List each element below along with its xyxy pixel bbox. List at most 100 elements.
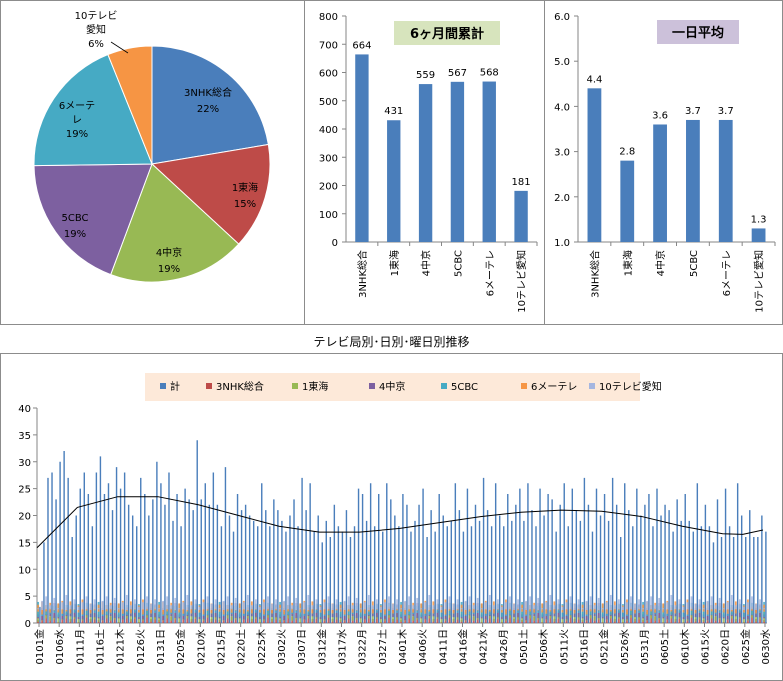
- total-bar: [664, 504, 666, 623]
- station-bar: [69, 605, 72, 610]
- total-bar: [236, 494, 239, 623]
- total-bar: [365, 520, 368, 623]
- station-bar: [238, 608, 241, 610]
- station-bar: [545, 602, 548, 610]
- total-bar: [583, 477, 586, 623]
- station-bar: [117, 608, 120, 610]
- station-bar: [408, 596, 411, 610]
- bar: [751, 228, 766, 242]
- total-bar: [716, 499, 719, 623]
- bar-value-label: 3.6: [652, 110, 668, 121]
- total-bar: [644, 504, 646, 623]
- total-bar: [144, 494, 146, 623]
- station-bar: [186, 594, 189, 611]
- total-bar: [757, 537, 759, 623]
- station-bar: [448, 596, 451, 610]
- y-tick-label: 15: [18, 538, 31, 549]
- station-bar: [178, 608, 181, 610]
- station-bar: [747, 602, 749, 610]
- total-bar: [749, 510, 751, 623]
- total-bar: [321, 542, 323, 623]
- total-bar: [329, 537, 332, 623]
- station-bar: [670, 594, 673, 611]
- average-bar-chart: 1.0 2.0 3.0 4.0 5.0 6.0 4.4 3NHK総合 2.8 1東海 3.6 4中京 3…: [554, 12, 776, 313]
- total-bar: [156, 461, 158, 623]
- station-bar: [634, 603, 636, 611]
- total-bar: [434, 531, 436, 623]
- x-tick-label: 0121木: [115, 629, 127, 664]
- legend-label: 6メーテレ: [531, 382, 577, 393]
- pie-chart-panel: 3NHK総合 22% 1東海 15% 4中京 19% 5CBC 19% 6メーテレ 19% 10テレ…: [0, 0, 305, 325]
- total-bar: [192, 510, 194, 623]
- station-bar: [416, 597, 419, 611]
- total-bar: [394, 515, 396, 623]
- station-bar: [154, 599, 156, 610]
- total-bar: [111, 510, 114, 623]
- total-bar: [624, 483, 626, 623]
- total-bar: [289, 515, 291, 623]
- total-bar: [176, 494, 178, 623]
- station-bar: [420, 608, 423, 610]
- total-bar: [430, 510, 432, 623]
- x-tick-label: 6メーテレ: [485, 250, 496, 296]
- station-bar: [263, 602, 265, 610]
- station-bar: [698, 599, 701, 610]
- total-bar: [261, 483, 263, 623]
- station-bar: [743, 606, 745, 611]
- total-bar: [200, 499, 202, 623]
- bar-value-label: 568: [480, 68, 499, 79]
- total-bar: [668, 510, 670, 623]
- total-bar: [555, 531, 557, 623]
- total-bar: [269, 526, 271, 623]
- total-bar: [99, 456, 102, 623]
- x-tick-label: 3NHK総合: [356, 250, 369, 298]
- pie-slice-percent: 19%: [158, 264, 180, 275]
- station-bar: [121, 602, 124, 610]
- total-bar: [547, 494, 549, 623]
- total-bar: [390, 499, 392, 623]
- station-bar: [714, 605, 717, 610]
- station-bar: [533, 605, 536, 610]
- station-bar: [597, 597, 600, 611]
- station-bar: [553, 605, 556, 610]
- station-bar: [666, 602, 669, 610]
- x-tick-label: 4中京: [420, 250, 433, 276]
- station-bar: [464, 600, 467, 611]
- total-bar: [345, 510, 348, 623]
- y-tick-label: 35: [18, 431, 31, 442]
- legend-swatch: [369, 383, 375, 389]
- legend-swatch: [441, 383, 447, 389]
- total-bar: [160, 483, 162, 623]
- station-bar: [45, 596, 48, 610]
- station-bar: [351, 605, 354, 610]
- station-bar: [363, 602, 366, 610]
- total-bar: [55, 499, 57, 623]
- pie-slice-label: 10テレビ: [75, 10, 118, 22]
- total-bar: [615, 504, 618, 623]
- total-bar: [587, 504, 590, 623]
- station-bar: [577, 599, 580, 610]
- total-bar: [740, 515, 743, 623]
- y-tick-label: 0: [332, 238, 338, 249]
- total-bar: [648, 494, 650, 623]
- total-bar: [257, 526, 259, 623]
- chart-title-box: [394, 21, 500, 45]
- pie-slice: [150, 143, 271, 245]
- station-bar: [626, 602, 628, 610]
- bar: [355, 54, 369, 242]
- total-bar: [188, 499, 190, 623]
- bar: [653, 124, 667, 242]
- total-bar: [599, 515, 602, 623]
- station-bar: [347, 596, 350, 610]
- total-bar: [75, 515, 77, 623]
- station-bar: [307, 594, 310, 611]
- total-bar: [297, 526, 299, 623]
- total-bar: [696, 483, 699, 623]
- bar: [418, 84, 433, 243]
- station-bar: [710, 596, 713, 610]
- total-bar: [43, 542, 45, 623]
- station-bar: [658, 597, 661, 611]
- total-bar: [422, 488, 424, 623]
- station-bar: [142, 602, 144, 610]
- total-bar: [418, 504, 420, 623]
